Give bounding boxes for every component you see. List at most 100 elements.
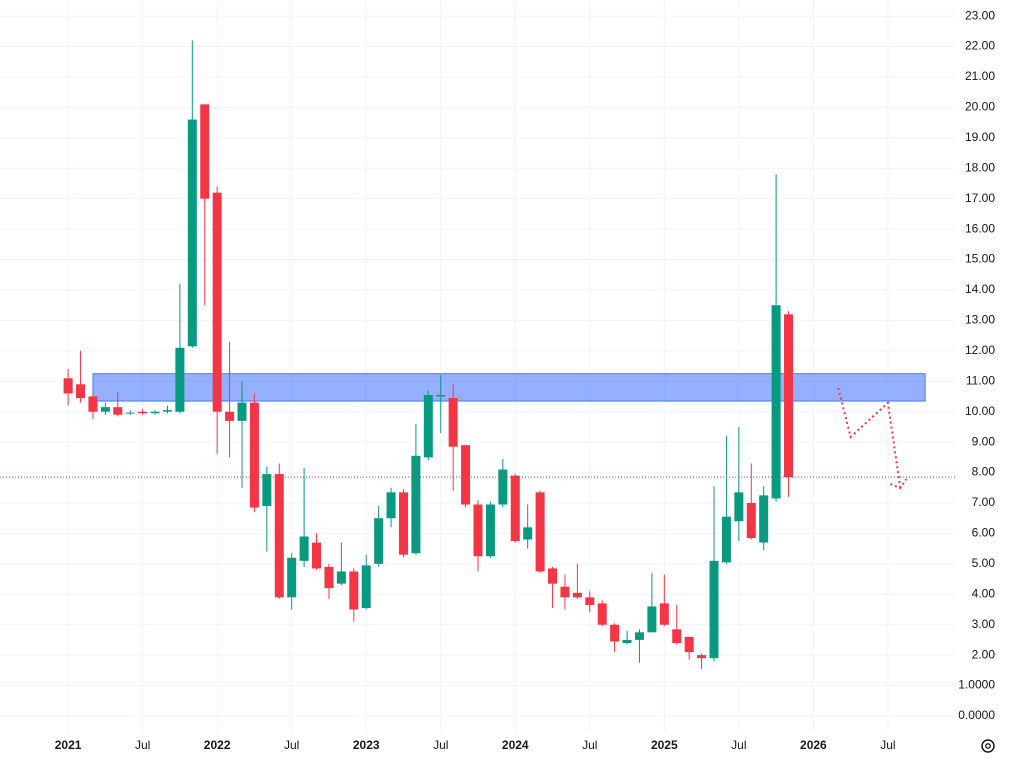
candle-body [647,606,657,633]
y-tick-label: 0.0000 [958,708,995,722]
candle-body [100,407,110,412]
candle-body [262,474,272,507]
axes: 0.0000 1.0000 2.00 3.00 4.00 5.00 6.00 7.00 8.00… [55,8,996,752]
y-tick-label: 4.00 [972,586,996,600]
candle-body [709,560,719,659]
candle-body [697,655,707,659]
candle-body [324,566,334,589]
settings-button[interactable] [981,739,995,753]
x-tick-label: Jul [880,738,895,752]
y-tick-label: 1.0000 [958,678,995,692]
plot [0,40,955,669]
y-tick-label: 7.00 [972,495,996,509]
candle-body [187,119,197,347]
y-tick-label: 5.00 [972,556,996,570]
candle-body [461,445,471,505]
x-tick-label: Jul [284,738,299,752]
y-tick-label: 10.00 [965,404,995,418]
y-tick-label: 8.00 [972,465,996,479]
candle-body [63,378,73,394]
y-tick-label: 14.00 [965,282,995,296]
candle-body [535,492,545,572]
candle-body [622,639,632,643]
candle-body [374,518,384,564]
x-tick-label: 2025 [651,738,678,752]
candle-body [771,305,781,499]
candle-body [225,411,235,421]
candle-body [175,347,185,412]
x-tick-label: 2023 [353,738,380,752]
y-tick-label: 17.00 [965,191,995,205]
x-tick-label: Jul [731,738,746,752]
candle-body [386,492,396,519]
y-tick-label: 20.00 [965,100,995,114]
candle-body [523,527,533,540]
y-tick-label: 21.00 [965,69,995,83]
candle-body [349,571,359,610]
candle-body [634,632,644,640]
x-tick-label: 2026 [800,738,827,752]
candle-body [398,492,408,555]
y-tick-label: 18.00 [965,160,995,174]
candle-body [585,597,595,605]
candle-body [448,398,458,447]
grid [0,0,955,730]
candle-body [162,410,172,412]
y-tick-label: 11.00 [966,373,995,387]
candle-body [237,402,247,421]
forecast-path [837,387,902,489]
y-tick-label: 19.00 [965,130,995,144]
y-tick-label: 2.00 [972,647,996,661]
candle-body [312,542,322,569]
candle-body [548,568,558,584]
candle-body [423,394,433,458]
y-tick-label: 16.00 [965,221,995,235]
candle-body [721,516,731,563]
candle-body [734,492,744,522]
y-tick-label: 22.00 [965,39,995,53]
candle-body [76,384,86,399]
candle-body [659,603,669,625]
y-tick-label: 12.00 [965,343,995,357]
candle-body [361,565,371,608]
candle-body [125,412,135,414]
candle-body [784,314,794,478]
settings-icon-center[interactable] [985,743,991,749]
candle-body [274,474,284,598]
candle-body [510,475,520,542]
x-tick-label: Jul [135,738,150,752]
candle-body [572,592,582,598]
y-tick-label: 3.00 [972,617,996,631]
candle-body [473,504,483,557]
forecast-arrowhead [889,478,908,490]
candle-body [138,411,148,414]
candle-body [560,586,570,598]
candle-body [610,624,620,642]
candle-body [498,469,508,505]
candle-body [200,104,210,199]
candle-body [249,402,259,508]
candle-body [212,192,222,412]
y-tick-label: 13.00 [965,313,995,327]
x-tick-label: Jul [582,738,597,752]
y-tick-label: 9.00 [972,434,996,448]
candle-body [436,394,446,397]
candle-body [336,571,346,584]
x-tick-label: 2022 [204,738,231,752]
candle-body [411,455,421,554]
candle-body [287,557,297,598]
candle-body [299,536,309,561]
candle-body [113,407,123,415]
x-tick-label: 2024 [502,738,529,752]
candle-body [746,502,756,538]
y-tick-label: 23.00 [965,8,995,22]
y-tick-label: 6.00 [972,526,996,540]
x-tick-label: 2021 [55,738,82,752]
candle-body [597,603,607,625]
candle-body [759,495,769,543]
candle-body [672,629,682,643]
settings-icon[interactable] [981,739,995,753]
candle-body [684,636,694,653]
